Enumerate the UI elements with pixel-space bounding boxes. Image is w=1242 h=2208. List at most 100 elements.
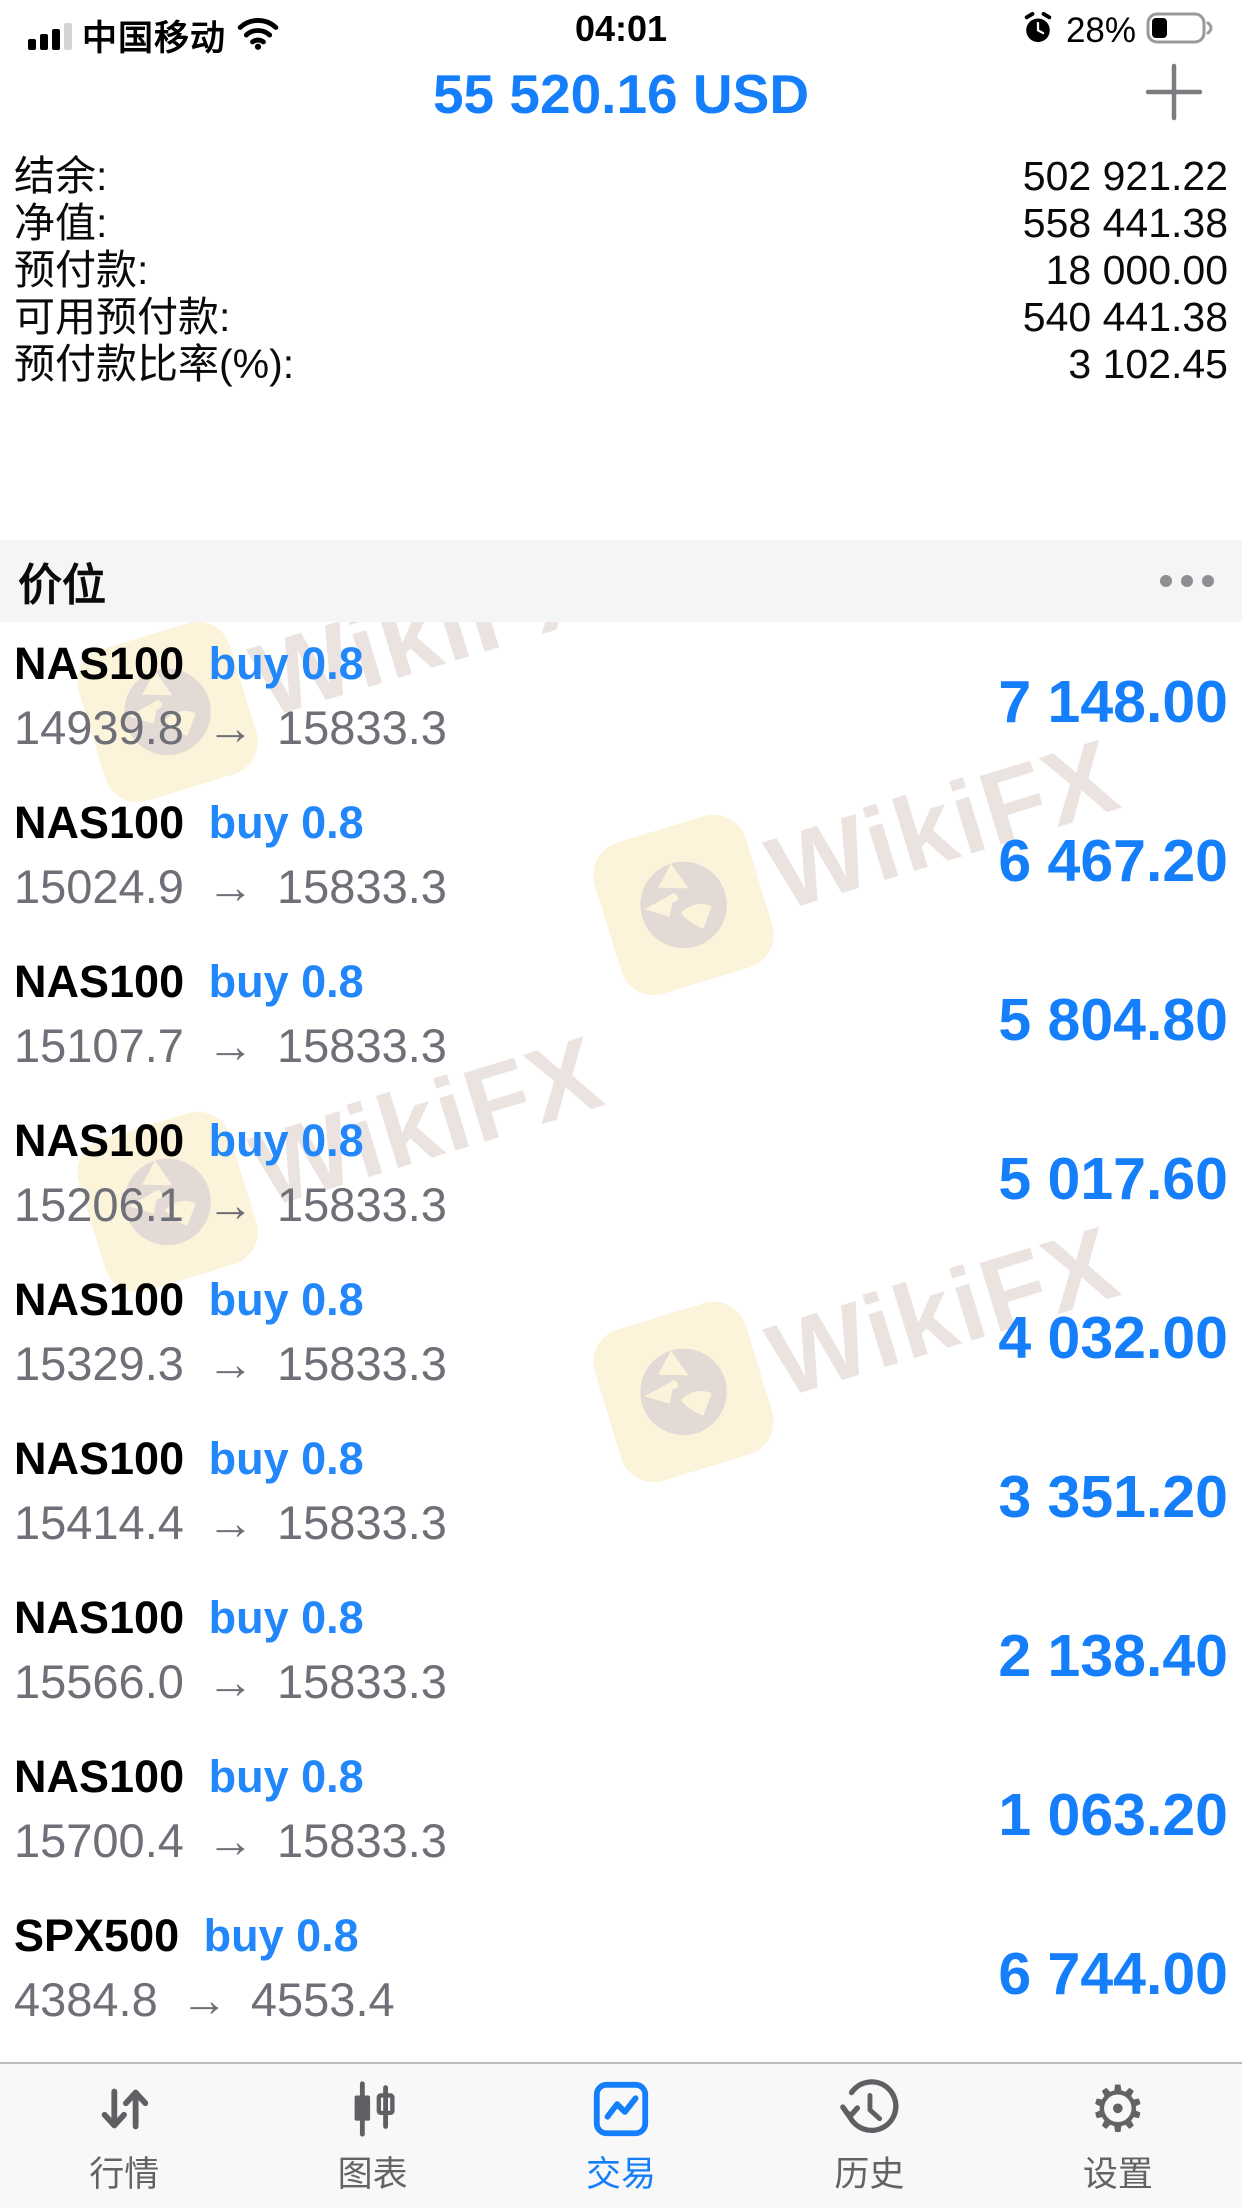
summary-row: 可用预付款: 540 441.38	[14, 283, 1228, 340]
position-profit: 4 032.00	[998, 1304, 1228, 1371]
position-profit: 6 467.20	[998, 827, 1228, 894]
tab-label: 交易	[586, 2155, 657, 2194]
position-row[interactable]: NAS100 buy 0.8 15206.1 → 15833.3 5 017.6…	[0, 1099, 1242, 1258]
position-row[interactable]: NAS100 buy 0.8 15024.9 → 15833.3 6 467.2…	[0, 781, 1242, 940]
account-summary: 结余: 502 921.22 净值: 558 441.38 预付款: 18 00…	[14, 142, 1228, 387]
position-title: NAS100 buy 0.8	[14, 1115, 364, 1167]
position-row[interactable]: NAS100 buy 0.8 15414.4 → 15833.3 3 351.2…	[0, 1417, 1242, 1576]
candlestick-chart-icon	[342, 2076, 404, 2142]
tab-settings[interactable]: ⚙ 设置	[994, 2064, 1242, 2208]
tab-label: 图表	[337, 2155, 408, 2194]
open-price: 14939.8	[14, 701, 184, 754]
open-price: 15566.0	[14, 1655, 184, 1708]
clock-time: 04:01	[574, 8, 668, 49]
summary-label: 预付款:	[14, 247, 149, 293]
position-title: NAS100 buy 0.8	[14, 1274, 364, 1326]
arrow-right-glyph: →	[206, 1814, 254, 1867]
summary-value: 18 000.00	[1045, 247, 1228, 293]
current-price: 15833.3	[277, 860, 447, 913]
open-price: 4384.8	[14, 1973, 158, 2026]
position-title: SPX500 buy 0.8	[14, 1910, 359, 1962]
position-row[interactable]: NAS100 buy 0.8 15329.3 → 15833.3 4 032.0…	[0, 1258, 1242, 1417]
position-profit: 1 063.20	[998, 1781, 1228, 1848]
position-symbol: NAS100	[14, 1274, 185, 1325]
account-header: 55 520.16 USD	[0, 60, 1242, 140]
open-price: 15329.3	[14, 1337, 184, 1390]
arrow-right-glyph: →	[206, 860, 254, 913]
summary-label: 结余:	[14, 153, 108, 199]
position-side-volume: buy 0.8	[208, 1751, 364, 1802]
battery-percent-label: 28%	[1065, 10, 1136, 50]
summary-label: 可用预付款:	[14, 294, 231, 340]
history-clock-icon	[838, 2076, 900, 2142]
battery-icon	[1146, 10, 1218, 51]
current-price: 15833.3	[277, 1178, 447, 1231]
tab-label: 设置	[1082, 2155, 1153, 2194]
positions-section-header: 价位	[0, 540, 1242, 622]
open-price: 15107.7	[14, 1019, 184, 1072]
position-profit: 2 138.40	[998, 1622, 1228, 1689]
current-price: 15833.3	[277, 1655, 447, 1708]
section-title: 价位	[18, 561, 106, 610]
cellular-signal-icon	[28, 22, 72, 50]
position-title: NAS100 buy 0.8	[14, 956, 364, 1008]
summary-row: 结余: 502 921.22	[14, 142, 1228, 199]
position-profit: 5 017.60	[998, 1145, 1228, 1212]
summary-value: 558 441.38	[1022, 200, 1228, 246]
position-profit: 5 804.80	[998, 986, 1228, 1053]
position-symbol: NAS100	[14, 797, 185, 848]
positions-list: NAS100 buy 0.8 14939.8 → 15833.3 7 148.0…	[0, 622, 1242, 2053]
tab-trade[interactable]: 交易	[497, 2064, 745, 2208]
current-price: 15833.3	[277, 1496, 447, 1549]
position-symbol: NAS100	[14, 1751, 185, 1802]
position-symbol: NAS100	[14, 1115, 185, 1166]
position-side-volume: buy 0.8	[208, 1274, 364, 1325]
position-row[interactable]: NAS100 buy 0.8 15566.0 → 15833.3 2 138.4…	[0, 1576, 1242, 1735]
position-symbol: NAS100	[14, 1592, 185, 1643]
position-prices: 15700.4 → 15833.3	[14, 1813, 447, 1868]
summary-label: 预付款比率(%):	[14, 341, 295, 387]
carrier-label: 中国移动	[82, 19, 227, 58]
summary-label: 净值:	[14, 200, 108, 246]
position-side-volume: buy 0.8	[208, 638, 364, 689]
arrow-right-glyph: →	[206, 701, 254, 754]
current-price: 15833.3	[277, 1019, 447, 1072]
arrow-right-glyph: →	[206, 1496, 254, 1549]
account-value-title: 55 520.16 USD	[432, 63, 810, 125]
position-prices: 15566.0 → 15833.3	[14, 1654, 447, 1709]
position-prices: 15329.3 → 15833.3	[14, 1336, 447, 1391]
position-prices: 15107.7 → 15833.3	[14, 1018, 447, 1073]
ellipsis-icon[interactable]	[1160, 575, 1224, 587]
position-prices: 15206.1 → 15833.3	[14, 1177, 447, 1232]
position-row[interactable]: NAS100 buy 0.8 14939.8 → 15833.3 7 148.0…	[0, 622, 1242, 781]
position-title: NAS100 buy 0.8	[14, 1433, 364, 1485]
position-profit: 7 148.00	[998, 668, 1228, 735]
position-prices: 15414.4 → 15833.3	[14, 1495, 447, 1550]
position-row[interactable]: NAS100 buy 0.8 15107.7 → 15833.3 5 804.8…	[0, 940, 1242, 1099]
tab-history[interactable]: 历史	[745, 2064, 993, 2208]
position-row[interactable]: SPX500 buy 0.8 4384.8 → 4553.4 6 744.00	[0, 1894, 1242, 2053]
position-prices: 14939.8 → 15833.3	[14, 700, 447, 755]
position-side-volume: buy 0.8	[208, 797, 364, 848]
open-price: 15206.1	[14, 1178, 184, 1231]
tab-label: 历史	[834, 2155, 905, 2194]
current-price: 15833.3	[277, 701, 447, 754]
arrow-right-glyph: →	[206, 1019, 254, 1072]
tab-quotes[interactable]: 行情	[0, 2064, 248, 2208]
current-price: 4553.4	[250, 1973, 395, 2026]
tab-charts[interactable]: 图表	[248, 2064, 496, 2208]
position-row[interactable]: NAS100 buy 0.8 15700.4 → 15833.3 1 063.2…	[0, 1735, 1242, 1894]
position-title: NAS100 buy 0.8	[14, 1751, 364, 1803]
position-title: NAS100 buy 0.8	[14, 638, 364, 690]
position-side-volume: buy 0.8	[208, 1115, 364, 1166]
arrow-right-glyph: →	[206, 1337, 254, 1390]
arrow-right-glyph: →	[206, 1178, 254, 1231]
position-side-volume: buy 0.8	[208, 956, 364, 1007]
updown-arrows-icon	[93, 2076, 155, 2142]
position-prices: 4384.8 → 4553.4	[14, 1972, 395, 2027]
position-prices: 15024.9 → 15833.3	[14, 859, 447, 914]
plus-icon[interactable]	[1142, 60, 1206, 124]
alarm-clock-icon	[1020, 10, 1056, 51]
position-side-volume: buy 0.8	[203, 1910, 359, 1961]
